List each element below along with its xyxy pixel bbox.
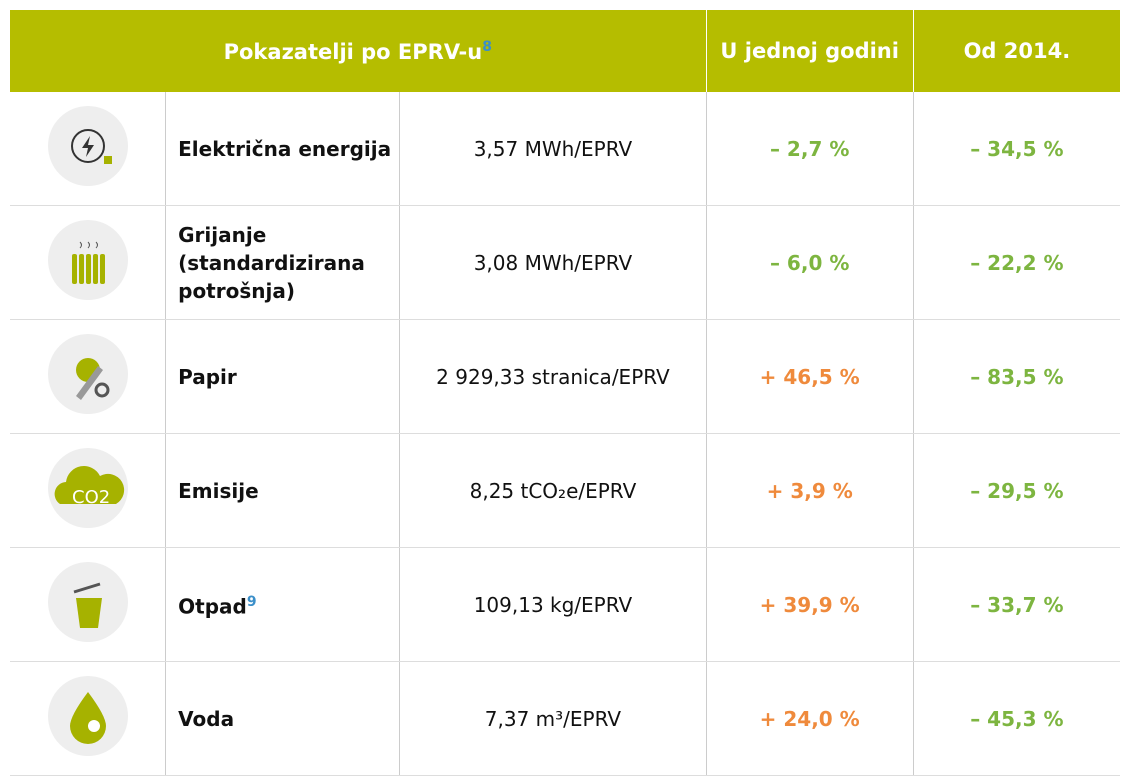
icon-cell	[10, 547, 166, 662]
label-cell: Električna energija	[165, 92, 400, 206]
value: 8,25 tCO₂e/EPRV	[399, 433, 707, 548]
header-row: Pokazatelji po EPRV-u8 U jednoj godini O…	[10, 10, 1120, 92]
header-year-text: U jednoj godini	[720, 39, 899, 63]
change-since: – 34,5 %	[912, 92, 1120, 206]
value: 3,08 MWh/EPRV	[399, 205, 707, 320]
label: Grijanje (standardizirana potrošnja)	[178, 222, 365, 303]
change-year: + 39,9 %	[705, 547, 914, 662]
header-year: U jednoj godini	[705, 10, 914, 92]
value: 109,13 kg/EPRV	[399, 547, 707, 662]
change-year: – 2,7 %	[705, 92, 914, 206]
change-year: + 3,9 %	[705, 433, 914, 548]
label: Otpad	[178, 594, 247, 619]
indicator-table: Pokazatelji po EPRV-u8 U jednoj godini O…	[10, 10, 1120, 776]
icon	[47, 106, 128, 186]
icon-cell	[10, 319, 166, 434]
row: Grijanje (standardizirana potrošnja) 3,08…	[10, 205, 1120, 320]
header-title: Pokazatelji po EPRV-u	[223, 39, 483, 64]
header-since: Od 2014.	[912, 10, 1120, 92]
label-cell: Papir	[165, 319, 400, 434]
label-cell: Emisije	[165, 433, 400, 548]
row: Električna energija 3,57 MWh/EPRV – 2,7 % –…	[10, 92, 1120, 206]
icon	[47, 334, 128, 414]
label: Emisije	[178, 478, 259, 503]
header-since-text: Od 2014.	[963, 39, 1071, 63]
row: CO2 Emisije 8,25 tCO₂e/EPRV + 3,9 % – 29,5 %	[10, 433, 1120, 548]
icon	[47, 220, 128, 300]
row: Papir 2 929,33 stranica/EPRV + 46,5 % – 83,…	[10, 319, 1120, 434]
icon-cell	[10, 205, 166, 320]
row: Otpad9 109,13 kg/EPRV + 39,9 % – 33,7 %	[10, 547, 1120, 662]
header-title-cell: Pokazatelji po EPRV-u8	[10, 10, 707, 92]
change-since: – 45,3 %	[912, 661, 1120, 776]
change-year: – 6,0 %	[705, 205, 914, 320]
value: 7,37 m³/EPRV	[399, 661, 707, 776]
svg-text:CO2: CO2	[72, 487, 110, 508]
label: Papir	[178, 364, 237, 389]
label-cell: Grijanje (standardizirana potrošnja)	[165, 205, 400, 320]
value: 2 929,33 stranica/EPRV	[399, 319, 707, 434]
icon-cell: CO2	[10, 433, 166, 548]
change-since: – 29,5 %	[912, 433, 1120, 548]
change-since: – 83,5 %	[912, 319, 1120, 434]
change-since: – 22,2 %	[912, 205, 1120, 320]
value: 3,57 MWh/EPRV	[399, 92, 707, 206]
label: Električna energija	[178, 136, 392, 161]
change-year: + 46,5 %	[705, 319, 914, 434]
label: Voda	[178, 706, 235, 731]
footnote-ref: 9	[246, 594, 257, 611]
icon	[47, 562, 128, 642]
change-since: – 33,7 %	[912, 547, 1120, 662]
label-cell: Voda	[165, 661, 400, 776]
label-cell: Otpad9	[165, 547, 400, 662]
icon	[47, 676, 128, 756]
change-year: + 24,0 %	[705, 661, 914, 776]
footnote-ref: 8	[482, 38, 492, 55]
icon: CO2	[47, 448, 128, 528]
row: Voda 7,37 m³/EPRV + 24,0 % – 45,3 %	[10, 661, 1120, 776]
icon-cell	[10, 661, 166, 776]
icon-cell	[10, 92, 166, 206]
